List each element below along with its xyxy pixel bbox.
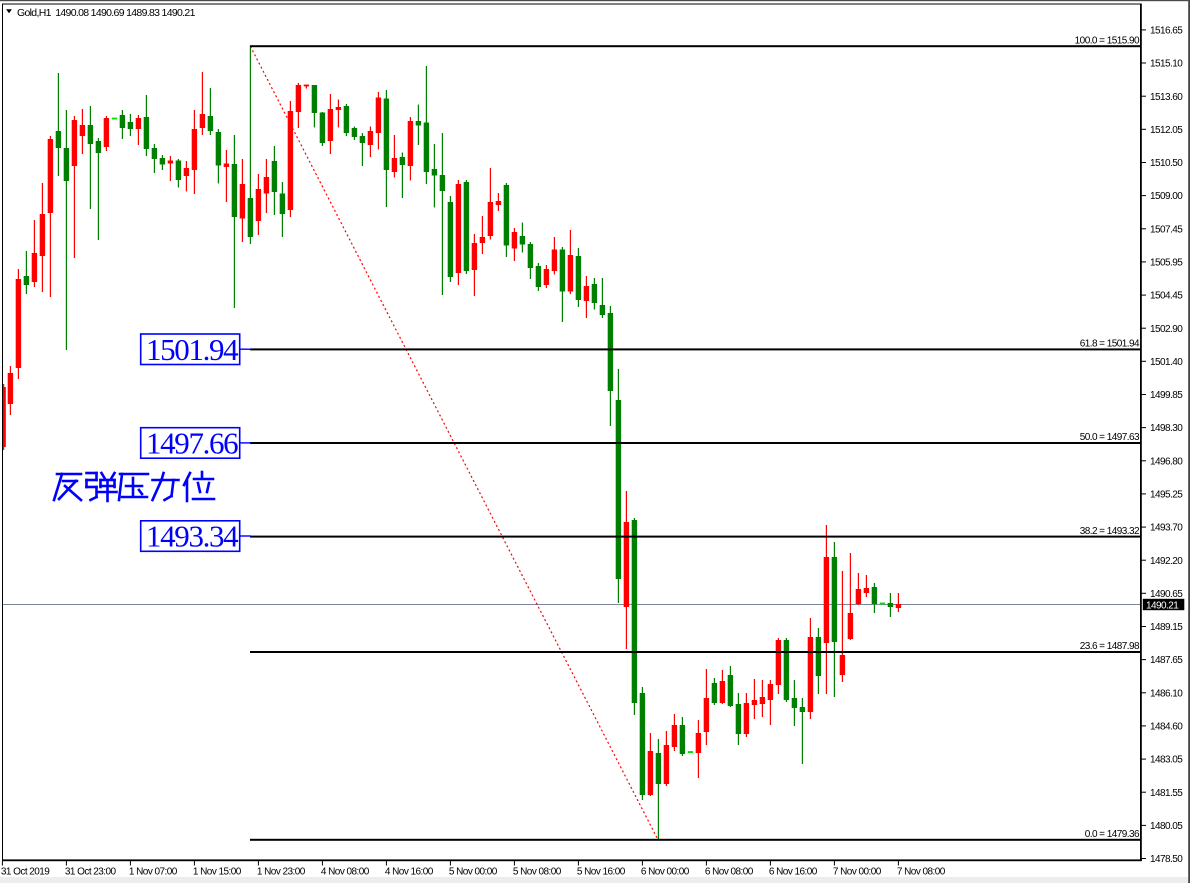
svg-text:1481.55: 1481.55 (1150, 788, 1183, 799)
svg-text:1483.05: 1483.05 (1150, 755, 1183, 766)
svg-text:1 Nov 15:00: 1 Nov 15:00 (193, 867, 242, 878)
svg-text:1498.30: 1498.30 (1150, 423, 1183, 434)
svg-text:7 Nov 00:00: 7 Nov 00:00 (833, 867, 882, 878)
svg-text:38.2 = 1493.32: 38.2 = 1493.32 (1080, 526, 1140, 537)
svg-text:1505.95: 1505.95 (1150, 258, 1183, 269)
svg-text:1489.15: 1489.15 (1150, 622, 1183, 633)
svg-text:1496.80: 1496.80 (1150, 456, 1183, 467)
svg-text:1499.85: 1499.85 (1150, 390, 1183, 401)
svg-text:1502.90: 1502.90 (1150, 324, 1183, 335)
svg-text:1480.05: 1480.05 (1150, 821, 1183, 832)
svg-text:1 Nov 07:00: 1 Nov 07:00 (129, 867, 178, 878)
svg-text:1 Nov 23:00: 1 Nov 23:00 (257, 867, 306, 878)
svg-text:1507.45: 1507.45 (1150, 224, 1183, 235)
svg-text:1501.94: 1501.94 (146, 332, 239, 367)
svg-text:1513.60: 1513.60 (1150, 92, 1183, 103)
svg-text:5 Nov 00:00: 5 Nov 00:00 (449, 867, 498, 878)
svg-text:7 Nov 08:00: 7 Nov 08:00 (897, 867, 946, 878)
svg-text:1495.25: 1495.25 (1150, 490, 1183, 501)
svg-text:1487.65: 1487.65 (1150, 655, 1183, 666)
svg-text:5 Nov 16:00: 5 Nov 16:00 (577, 867, 626, 878)
svg-text:6 Nov 00:00: 6 Nov 00:00 (641, 867, 690, 878)
svg-text:1501.40: 1501.40 (1150, 357, 1183, 368)
svg-text:1486.10: 1486.10 (1150, 688, 1183, 699)
svg-text:6 Nov 16:00: 6 Nov 16:00 (769, 867, 818, 878)
svg-text:1515.10: 1515.10 (1150, 59, 1183, 70)
svg-text:1493.34: 1493.34 (146, 519, 239, 554)
svg-text:1490.21: 1490.21 (1146, 600, 1179, 611)
svg-text:6 Nov 08:00: 6 Nov 08:00 (705, 867, 754, 878)
svg-text:31 Oct 2019: 31 Oct 2019 (1, 867, 50, 878)
svg-text:50.0 = 1497.63: 50.0 = 1497.63 (1080, 432, 1140, 443)
svg-text:1478.50: 1478.50 (1150, 854, 1183, 865)
svg-text:5 Nov 08:00: 5 Nov 08:00 (513, 867, 562, 878)
svg-text:61.8 = 1501.94: 61.8 = 1501.94 (1080, 339, 1140, 350)
svg-text:1484.60: 1484.60 (1150, 722, 1183, 733)
svg-text:4 Nov 08:00: 4 Nov 08:00 (321, 867, 370, 878)
svg-text:1504.45: 1504.45 (1150, 291, 1183, 302)
svg-text:0.0 = 1479.36: 0.0 = 1479.36 (1085, 829, 1140, 840)
svg-text:31 Oct 23:00: 31 Oct 23:00 (65, 867, 117, 878)
svg-text:100.0 = 1515.90: 100.0 = 1515.90 (1075, 35, 1140, 46)
svg-text:1490.65: 1490.65 (1150, 589, 1183, 600)
svg-text:1509.00: 1509.00 (1150, 191, 1183, 202)
svg-text:1510.50: 1510.50 (1150, 158, 1183, 169)
svg-text:1516.65: 1516.65 (1150, 26, 1183, 37)
svg-text:1492.20: 1492.20 (1150, 556, 1183, 567)
svg-text:4 Nov 16:00: 4 Nov 16:00 (385, 867, 434, 878)
svg-text:23.6 = 1487.98: 23.6 = 1487.98 (1080, 641, 1140, 652)
svg-text:1512.05: 1512.05 (1150, 125, 1183, 136)
svg-text:1497.66: 1497.66 (146, 426, 238, 461)
svg-text:Gold,H1 1490.08 1490.69 1489.: Gold,H1 1490.08 1490.69 1489.83 1490.21 (17, 7, 196, 19)
svg-text:1493.70: 1493.70 (1150, 523, 1183, 534)
